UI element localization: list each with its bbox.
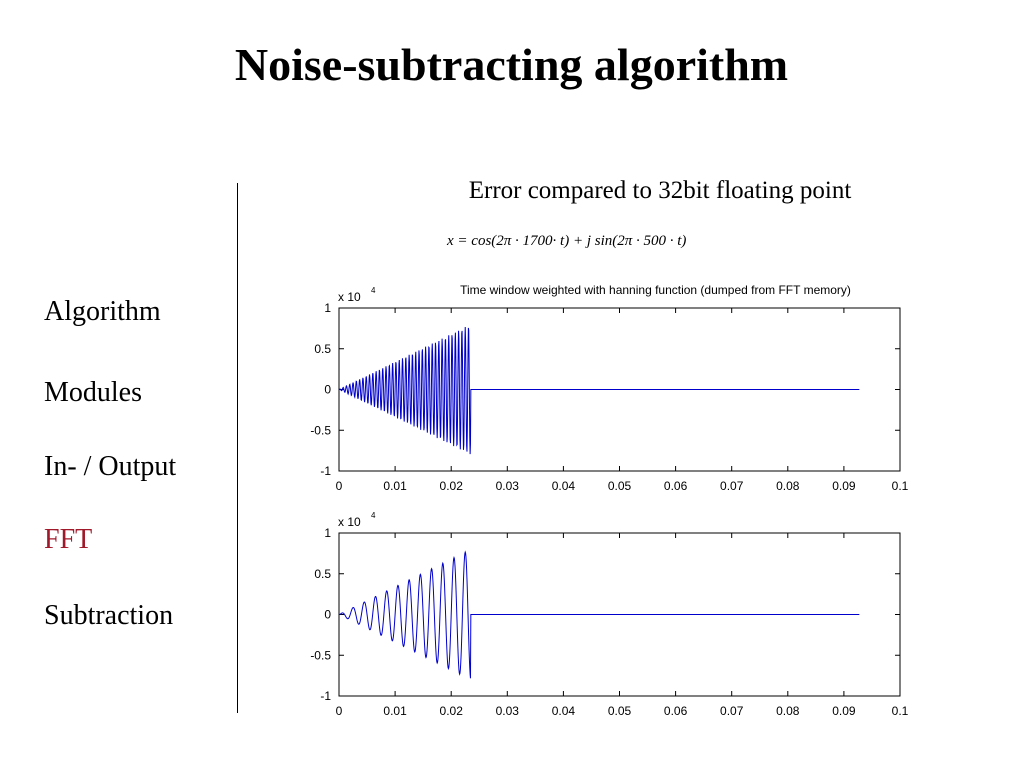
x-tick-label: 0.05 <box>608 479 632 493</box>
x-tick-label: 0.01 <box>383 479 407 493</box>
slide-title: Noise-subtracting algorithm <box>234 39 789 90</box>
y-tick-label: 0.5 <box>314 342 331 356</box>
x-tick-label: 0.04 <box>552 479 576 493</box>
nav-item-in-output[interactable]: In- / Output <box>44 451 177 482</box>
x-tick-label: 0.09 <box>832 479 856 493</box>
series-line <box>338 327 860 455</box>
y-tick-label: -1 <box>320 464 331 478</box>
y-scale-exponent: 4 <box>371 286 376 295</box>
y-tick-label: 1 <box>324 301 331 315</box>
x-tick-label: 0.08 <box>776 479 800 493</box>
chart-title: Time window weighted with hanning functi… <box>460 283 851 297</box>
x-tick-label: 0 <box>336 704 343 718</box>
y-tick-label: 0 <box>324 608 331 622</box>
x-tick-label: 0.06 <box>664 479 688 493</box>
y-tick-label: 0.5 <box>314 567 331 581</box>
signal-formula: x = cos(2π · 1700· t) + j sin(2π · 500 ·… <box>447 233 687 249</box>
x-tick-label: 0.09 <box>832 704 856 718</box>
nav-item-algorithm[interactable]: Algorithm <box>44 296 161 327</box>
x-tick-label: 0 <box>336 479 343 493</box>
x-tick-label: 0.07 <box>720 704 744 718</box>
vertical-divider <box>237 183 238 713</box>
y-tick-label: -1 <box>320 689 331 703</box>
y-scale-label: x 10 <box>338 515 361 529</box>
x-tick-label: 0.08 <box>776 704 800 718</box>
y-tick-label: 0 <box>324 383 331 397</box>
x-tick-label: 0.03 <box>496 704 520 718</box>
x-tick-label: 0.04 <box>552 704 576 718</box>
x-tick-label: 0.03 <box>496 479 520 493</box>
y-scale-label: x 10 <box>338 290 361 304</box>
x-tick-label: 0.05 <box>608 704 632 718</box>
x-tick-label: 0.02 <box>440 479 464 493</box>
nav-item-modules[interactable]: Modules <box>44 377 142 408</box>
slide-subtitle: Error compared to 32bit floating point <box>468 177 852 204</box>
y-tick-label: 1 <box>324 526 331 540</box>
x-tick-label: 0.06 <box>664 704 688 718</box>
x-tick-label: 0.07 <box>720 479 744 493</box>
y-tick-label: -0.5 <box>310 423 331 437</box>
series-line <box>338 550 860 679</box>
x-tick-label: 0.02 <box>440 704 464 718</box>
x-tick-label: 0.1 <box>892 704 909 718</box>
y-scale-exponent: 4 <box>371 511 376 520</box>
x-tick-label: 0.1 <box>892 479 909 493</box>
nav-item-fft[interactable]: FFT <box>44 524 93 555</box>
x-tick-label: 0.01 <box>383 704 407 718</box>
nav-item-subtraction[interactable]: Subtraction <box>44 600 174 631</box>
y-tick-label: -0.5 <box>310 648 331 662</box>
